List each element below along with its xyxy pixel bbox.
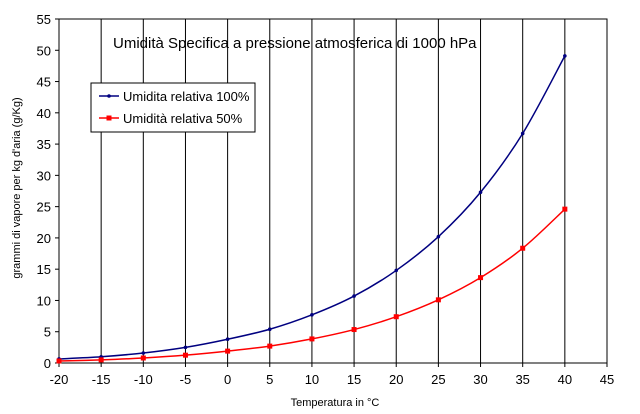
y-tick-label: 20 [37, 231, 51, 246]
data-point [141, 351, 146, 355]
axes: -20 -15 -10 -5 0 5 10 15 20 25 30 35 40 45 0 5 10 15 20 25 3… [37, 12, 615, 387]
x-tick-label: -15 [92, 372, 111, 387]
x-tick-label: 35 [515, 372, 529, 387]
data-point [140, 355, 146, 361]
y-tick-label: 10 [37, 293, 51, 308]
x-tick-label: 25 [431, 372, 445, 387]
data-point [393, 314, 399, 320]
x-tick-label: 0 [224, 372, 231, 387]
data-point [56, 358, 62, 364]
x-tick-label: 5 [266, 372, 273, 387]
data-point [267, 327, 272, 332]
data-point [436, 234, 441, 239]
legend-label-100: Umidita relativa 100% [123, 89, 250, 104]
data-point [351, 327, 357, 333]
data-point [520, 245, 526, 251]
y-tick-label: 45 [37, 75, 51, 90]
x-tick-label: 15 [347, 372, 361, 387]
legend-label-50: Umidità relativa 50% [123, 111, 243, 126]
x-tick-label: -10 [134, 372, 153, 387]
y-tick-label: 5 [44, 325, 51, 340]
data-point [183, 345, 188, 350]
data-point [98, 357, 104, 363]
data-point [562, 206, 568, 212]
legend-marker-100 [107, 94, 111, 98]
data-point [435, 297, 441, 303]
legend-box [90, 82, 256, 133]
data-point [478, 190, 483, 195]
y-tick-label: 40 [37, 106, 51, 121]
x-tick-label: 30 [473, 372, 487, 387]
data-point [352, 294, 356, 298]
x-tick-label: 45 [600, 372, 614, 387]
data-point [267, 343, 273, 349]
legend: Umidita relativa 100% Umidità relativa 5… [90, 82, 256, 133]
plot-area [58, 18, 608, 364]
data-point [309, 336, 315, 342]
y-tick-label: 55 [37, 12, 51, 27]
data-point [478, 275, 484, 281]
y-tick-label: 0 [44, 356, 51, 371]
x-axis-title: Temperatura in °C [291, 397, 380, 409]
y-tick-label: 50 [37, 43, 51, 58]
y-tick-label: 30 [37, 168, 51, 183]
data-point [310, 313, 314, 317]
y-tick-label: 15 [37, 262, 51, 277]
y-tick-label: 35 [37, 137, 51, 152]
data-point [563, 54, 567, 58]
data-point [225, 337, 230, 342]
data-point [520, 131, 525, 136]
chart-title: Umidità Specifica a pressione atmosferic… [113, 35, 477, 52]
data-point [394, 268, 399, 273]
x-tick-label: -5 [180, 372, 192, 387]
series-lines [56, 54, 568, 364]
x-tick-label: -20 [50, 372, 69, 387]
y-tick-label: 25 [37, 200, 51, 215]
x-tick-label: 20 [389, 372, 403, 387]
data-point [225, 348, 231, 354]
x-tick-label: 10 [305, 372, 319, 387]
x-tick-label: 40 [558, 372, 572, 387]
legend-marker-50 [106, 115, 112, 121]
grid [100, 19, 566, 363]
data-point [182, 352, 188, 358]
y-axis-title: grammi di vapore per kg d'aria (g/Kg) [11, 97, 23, 278]
